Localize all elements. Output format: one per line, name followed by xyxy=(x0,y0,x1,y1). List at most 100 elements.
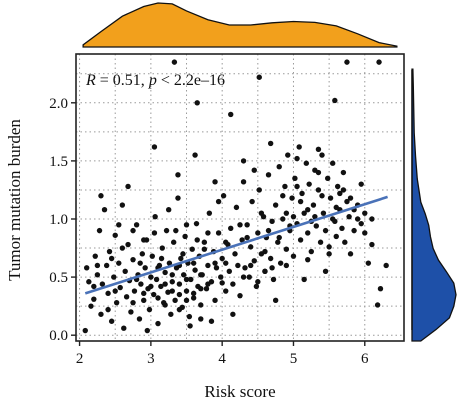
data-point xyxy=(333,233,339,240)
correlation-annotation: R = 0.51, p < 2.2e–16 xyxy=(85,72,225,89)
data-point xyxy=(178,255,184,262)
data-point xyxy=(182,233,188,240)
data-point xyxy=(121,325,127,331)
data-point xyxy=(119,245,126,251)
data-point xyxy=(192,267,198,273)
data-point xyxy=(228,111,234,118)
data-point xyxy=(251,258,257,264)
data-point xyxy=(86,279,92,285)
data-point xyxy=(189,246,195,252)
x-tick-label: 5 xyxy=(290,351,298,367)
data-point xyxy=(208,318,215,324)
data-point xyxy=(351,227,357,234)
data-point xyxy=(130,299,136,306)
data-point xyxy=(233,204,240,211)
data-point xyxy=(313,223,319,229)
data-point xyxy=(198,316,204,322)
data-point xyxy=(187,323,193,329)
data-point xyxy=(94,272,101,278)
data-point xyxy=(255,230,261,236)
x-tick-label: 3 xyxy=(147,351,155,367)
x-axis-title: Risk score xyxy=(204,382,275,401)
data-point xyxy=(169,288,175,294)
data-point xyxy=(232,251,238,257)
data-point xyxy=(153,276,160,283)
data-point xyxy=(256,74,262,80)
data-point xyxy=(119,202,126,208)
data-point xyxy=(137,260,143,266)
data-point xyxy=(99,281,106,287)
data-point xyxy=(220,193,227,199)
data-point xyxy=(315,146,322,152)
data-point xyxy=(285,152,291,158)
data-point xyxy=(289,195,295,201)
data-point xyxy=(180,251,186,257)
data-point xyxy=(317,239,324,245)
data-point xyxy=(94,262,101,269)
data-point xyxy=(172,297,178,304)
data-point xyxy=(369,241,375,248)
data-point xyxy=(339,225,345,231)
data-point xyxy=(139,251,146,257)
data-point xyxy=(173,227,179,234)
data-point xyxy=(354,216,361,222)
data-point xyxy=(149,253,155,259)
data-point xyxy=(369,216,375,222)
data-point xyxy=(223,260,229,266)
data-point xyxy=(223,239,229,245)
data-point xyxy=(296,144,302,150)
data-point xyxy=(106,248,113,255)
data-point xyxy=(299,190,305,197)
x-tick-label: 2 xyxy=(76,351,84,367)
data-point xyxy=(342,239,348,245)
data-point xyxy=(151,230,158,236)
data-point xyxy=(305,256,311,263)
data-point xyxy=(235,262,241,269)
data-point xyxy=(152,213,158,220)
x-tick-label: 6 xyxy=(361,351,369,367)
data-point xyxy=(213,265,220,271)
data-point xyxy=(141,237,147,243)
data-point xyxy=(111,274,117,280)
data-point xyxy=(265,227,272,234)
data-point xyxy=(251,167,257,173)
p-label: p xyxy=(148,72,157,89)
data-point xyxy=(136,316,143,322)
data-point xyxy=(103,262,110,269)
regression-line xyxy=(84,195,388,295)
data-point xyxy=(82,327,88,334)
data-point xyxy=(358,220,364,227)
x-tick-label: 4 xyxy=(218,351,226,367)
data-point xyxy=(165,207,172,213)
data-point xyxy=(326,244,332,250)
y-tick-label: 0.5 xyxy=(49,270,68,286)
data-point xyxy=(272,297,279,304)
data-point xyxy=(190,290,197,297)
data-point xyxy=(123,294,130,300)
data-point xyxy=(158,283,164,290)
data-point xyxy=(340,169,347,176)
data-point xyxy=(267,255,274,262)
data-point xyxy=(169,279,175,285)
data-point xyxy=(226,268,233,274)
data-point xyxy=(333,204,339,211)
data-point xyxy=(168,311,174,317)
data-point xyxy=(125,241,131,248)
data-point xyxy=(262,248,268,255)
data-point xyxy=(247,262,254,269)
data-point xyxy=(162,281,168,287)
data-point xyxy=(169,272,175,278)
data-point xyxy=(292,175,298,182)
data-point xyxy=(165,289,171,295)
data-point xyxy=(219,280,225,286)
data-point xyxy=(334,183,341,190)
y-axis-title: Tumor mutation burden xyxy=(5,119,24,281)
data-point xyxy=(170,239,177,245)
data-point xyxy=(332,97,338,104)
data-point xyxy=(312,213,318,220)
data-point xyxy=(105,290,111,297)
r-value: = 0.51, xyxy=(96,72,149,89)
data-point xyxy=(198,286,204,292)
data-point xyxy=(319,193,325,199)
